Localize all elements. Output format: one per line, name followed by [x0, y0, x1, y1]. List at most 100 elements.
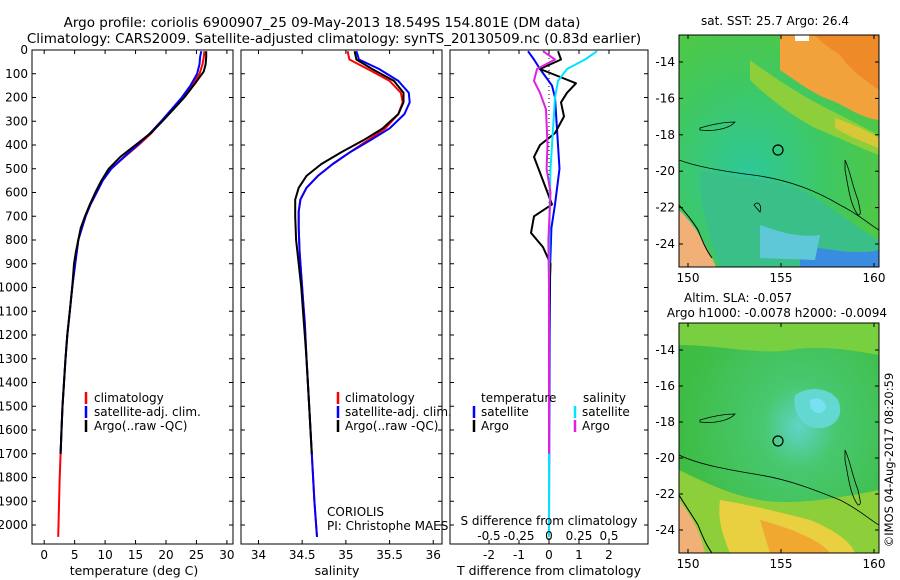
map-y-tick-label: -14 — [655, 343, 675, 357]
x-tick-label: 35 — [338, 548, 353, 562]
depth-tick-label: 200 — [5, 91, 28, 105]
legend-label-s-satellite: satellite — [582, 405, 630, 419]
temperature-ticks: 0 5 10 15 20 25 30 — [32, 49, 235, 562]
x-tick-label: 36 — [426, 548, 441, 562]
s-diff-tick-label: -0.25 — [503, 529, 534, 543]
figure-title-line1: Argo profile: coriolis 6900907_25 09-May… — [64, 15, 581, 31]
depth-tick-label: 1600 — [0, 423, 28, 437]
legend-salinity-title: salinity — [583, 391, 626, 405]
depth-tick-label: 1900 — [0, 494, 28, 508]
depth-tick-label: 400 — [5, 138, 28, 152]
difference-legend: temperature satellite Argo salinity sate… — [472, 391, 630, 433]
x-tick-label: -1 — [513, 548, 525, 562]
legend-label-satellite: satellite-adj. clim. — [94, 405, 201, 419]
depth-tick-label: 1800 — [0, 471, 28, 485]
x-tick-label: 34.5 — [289, 548, 316, 562]
x-tick-label: 0 — [545, 548, 553, 562]
legend-label-t-argo: Argo — [481, 419, 509, 433]
s-diff-tick-label: 0.25 — [566, 529, 593, 543]
map-y-tick-label: -24 — [655, 523, 675, 537]
depth-tick-label: 500 — [5, 162, 28, 176]
depth-tick-label: 1700 — [0, 447, 28, 461]
legend-label-argo: Argo(..raw -QC) — [345, 419, 438, 433]
difference-top-xlabel: S difference from climatology — [461, 514, 638, 528]
difference-xlabel: T difference from climatology — [456, 563, 642, 578]
depth-tick-label: 1500 — [0, 399, 28, 413]
depth-tick-label: 0 — [20, 43, 28, 57]
temperature-plot-frame — [31, 49, 234, 545]
figure-title-line2: Climatology: CARS2009. Satellite-adjuste… — [27, 31, 641, 47]
sst-map-frame — [678, 34, 880, 268]
x-tick-label: 25 — [189, 548, 204, 562]
map-x-tick-label: 155 — [770, 557, 793, 571]
sla-map-title-line2: Argo h1000: -0.0078 h2000: -0.0094 — [667, 306, 887, 320]
depth-tick-label: 1100 — [0, 304, 28, 318]
x-tick-label: 10 — [97, 548, 112, 562]
series-line-argo-raw-qc- — [59, 51, 208, 454]
x-tick-label: 5 — [71, 548, 79, 562]
series-line-argo-raw-qc- — [294, 50, 405, 454]
temperature-series — [57, 51, 208, 537]
salinity-series — [294, 50, 411, 537]
legend-temperature-title: temperature — [481, 391, 556, 405]
depth-tick-label: 1000 — [0, 281, 28, 295]
x-tick-label: -2 — [483, 548, 495, 562]
sst-map-title: sat. SST: 25.7 Argo: 26.4 — [701, 14, 849, 28]
depth-tick-label: 800 — [5, 233, 28, 247]
legend-label-satellite: satellite-adj. clim. — [345, 405, 452, 419]
legend-label-s-argo: Argo — [582, 419, 610, 433]
series-line-climatology — [57, 51, 206, 537]
map-y-tick-label: -16 — [655, 379, 675, 393]
depth-tick-label: 1300 — [0, 352, 28, 366]
map-y-tick-label: -20 — [655, 164, 675, 178]
depth-tick-label: 1400 — [0, 376, 28, 390]
legend-label-climatology: climatology — [94, 391, 164, 405]
depth-tick-label: 900 — [5, 257, 28, 271]
pi-label: PI: Christophe MAES — [327, 519, 448, 533]
sst-map-field — [679, 35, 879, 267]
map-y-tick-label: -22 — [655, 487, 675, 501]
difference-top-ticklabels: -0.5 -0.25 0 0.25 0.5 — [477, 529, 618, 543]
map-y-tick-label: -18 — [655, 415, 675, 429]
sla-map-field — [679, 323, 879, 553]
x-tick-label: 15 — [128, 548, 143, 562]
legend-label-argo: Argo(..raw -QC) — [94, 419, 187, 433]
imos-credit: ©IMOS 04-Aug-2017 08:20:59 — [882, 373, 896, 548]
salinity-legend: climatology satellite-adj. clim. Argo(..… — [336, 391, 452, 433]
map-y-tick-label: -22 — [655, 201, 675, 215]
map-y-tick-label: -20 — [655, 451, 675, 465]
salinity-ticks: 34 34.5 35 35.5 36 — [241, 49, 442, 562]
sla-map-title-line1: Altim. SLA: -0.057 — [684, 291, 792, 305]
coriolis-label: CORIOLIS — [327, 505, 384, 519]
x-tick-label: 0 — [40, 548, 48, 562]
s-diff-tick-label: 0 — [545, 529, 553, 543]
depth-axis: 0 100 200 300 400 500 600 700 800 900 1000 1100 1200… — [0, 43, 28, 532]
map-x-tick-label: 155 — [770, 271, 793, 285]
map-y-tick-label: -18 — [655, 128, 675, 142]
series-line-s-argo — [533, 50, 556, 454]
map-x-tick-label: 150 — [677, 271, 700, 285]
temperature-panel: 0 5 10 15 20 25 30 climatology satellite-adj. … — [31, 49, 235, 578]
difference-ticks: -2 -1 0 1 2 — [450, 49, 648, 562]
depth-tick-label: 1200 — [0, 328, 28, 342]
depth-tick-label: 300 — [5, 114, 28, 128]
depth-tick-label: 700 — [5, 209, 28, 223]
series-line-t-satellite — [527, 50, 561, 526]
depth-tick-label: 100 — [5, 67, 28, 81]
series-line-satellite-adj-clim- — [297, 50, 411, 537]
legend-label-climatology: climatology — [345, 391, 415, 405]
s-diff-tick-label: -0.5 — [477, 529, 500, 543]
temperature-legend: climatology satellite-adj. clim. Argo(..… — [84, 391, 201, 433]
map-y-tick-label: -16 — [655, 91, 675, 105]
sst-map-ticks: -14 -16 -18 -20 -22 -24 150 155 160 — [655, 35, 885, 285]
sla-argo-location-marker — [772, 435, 784, 447]
sla-map-ticks: -14 -16 -18 -20 -22 -24 150 155 160 — [655, 323, 885, 571]
map-x-tick-label: 160 — [863, 271, 886, 285]
salinity-xlabel: salinity — [315, 563, 360, 578]
depth-tick-label: 2000 — [0, 518, 28, 532]
difference-series — [527, 50, 598, 544]
salinity-plot-frame — [240, 49, 443, 545]
map-y-tick-label: -14 — [655, 55, 675, 69]
sla-map: Altim. SLA: -0.057 Argo h1000: -0.0078 h… — [655, 291, 887, 571]
map-x-tick-label: 160 — [863, 557, 886, 571]
